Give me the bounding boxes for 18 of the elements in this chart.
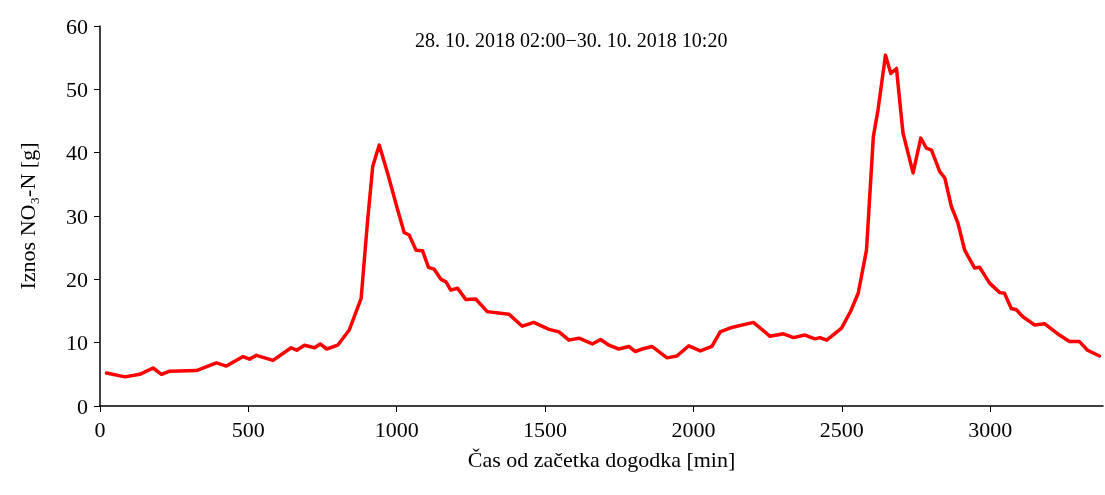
y-tick-label: 20: [66, 266, 88, 292]
x-tick-label: 1500: [523, 416, 568, 442]
annotation: 28. 10. 2018 02:00−30. 10. 2018 10:20: [415, 29, 728, 51]
x-tick-label: 500: [231, 416, 265, 442]
y-tick-label: 60: [66, 13, 88, 39]
x-tick-label: 2000: [671, 416, 716, 442]
x-tick-label: 1000: [374, 416, 419, 442]
y-tick-label: 10: [66, 330, 88, 356]
y-tick-label: 50: [66, 76, 88, 102]
x-tick-label: 2500: [819, 416, 864, 442]
x-tick-label: 0: [94, 416, 106, 442]
y-tick-label: 0: [77, 393, 88, 419]
x-tick-label: 3000: [968, 416, 1013, 442]
y-axis-title: Iznos NO₃-N [g]: [14, 142, 40, 290]
y-tick-label: 30: [66, 203, 88, 229]
line-series: [104, 53, 1102, 379]
y-tick-label: 40: [66, 140, 88, 166]
x-axis-title: Čas od začetka dogodka [min]: [467, 446, 736, 472]
